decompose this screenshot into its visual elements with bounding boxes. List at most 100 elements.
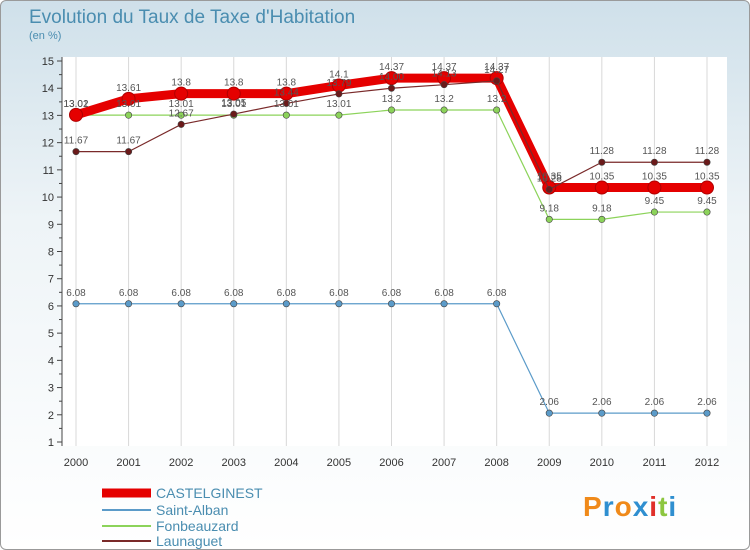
data-point: [598, 409, 606, 417]
data-label: 9.18: [592, 203, 612, 214]
data-point: [700, 180, 714, 195]
x-tick-label: 2012: [695, 457, 719, 469]
data-label: 11.67: [116, 136, 141, 147]
data-point: [177, 111, 185, 119]
data-label: 2.06: [645, 397, 665, 408]
x-tick-label: 2009: [537, 457, 561, 469]
y-tick-label: 2: [48, 410, 54, 422]
y-tick-label: 1: [48, 437, 54, 449]
data-label: 9.18: [540, 203, 560, 214]
data-point: [230, 110, 238, 118]
data-label: 11.28: [695, 146, 720, 157]
data-point: [226, 86, 241, 101]
data-point: [174, 86, 189, 101]
x-tick-label: 2005: [327, 457, 351, 469]
data-point: [440, 81, 448, 89]
data-point: [177, 120, 185, 128]
data-point: [650, 208, 658, 216]
data-label: 11.67: [64, 136, 89, 147]
data-point: [121, 91, 136, 106]
x-tick-label: 2006: [379, 457, 403, 469]
proxiti-logo: Proxiti: [583, 491, 677, 523]
data-label: 13.8: [224, 78, 244, 89]
data-label: 14.13: [432, 69, 457, 80]
data-label: 12.67: [169, 108, 194, 119]
y-tick-label: 6: [48, 301, 54, 313]
data-point: [384, 71, 399, 86]
data-label: 13.2: [382, 94, 402, 105]
data-label: 13.01: [63, 99, 88, 110]
data-point: [650, 409, 658, 417]
data-point: [69, 107, 83, 122]
data-point: [125, 111, 133, 119]
data-label: 2.06: [697, 397, 717, 408]
chart-title: Evolution du Taux de Taxe d'Habitation: [29, 7, 356, 28]
data-label: 10.28: [537, 173, 562, 184]
x-tick-label: 2000: [64, 457, 88, 469]
data-label: 13.01: [326, 99, 351, 110]
data-point: [598, 158, 606, 166]
y-tick-label: 12: [42, 138, 54, 150]
logo-letter: t: [658, 491, 669, 522]
data-label: 13.8: [277, 78, 297, 89]
legend-label: Saint-Alban: [156, 502, 228, 518]
data-label: 10.35: [537, 172, 562, 183]
y-tick-label: 13: [42, 110, 54, 122]
data-label: 6.08: [487, 288, 507, 299]
data-label: 14.1: [329, 69, 349, 80]
data-point: [230, 300, 238, 308]
logo-letter: i: [668, 491, 678, 522]
y-tick-label: 9: [48, 219, 54, 231]
legend-label: Launaguet: [156, 533, 222, 549]
data-point: [177, 300, 185, 308]
chart-subtitle: (en %): [29, 30, 62, 42]
data-label: 13.79: [326, 78, 351, 89]
data-point: [440, 106, 448, 114]
data-label: 11.28: [642, 146, 667, 157]
data-point: [335, 300, 343, 308]
y-tick-label: 3: [48, 383, 54, 395]
data-point: [125, 300, 133, 308]
data-point: [335, 90, 343, 98]
x-tick-label: 2003: [222, 457, 246, 469]
data-label: 9.45: [697, 196, 717, 207]
data-label: 10.35: [589, 172, 614, 183]
data-label: 13.61: [116, 83, 141, 94]
data-point: [703, 208, 711, 216]
data-label: 14.27: [484, 65, 509, 76]
x-tick-label: 2004: [274, 457, 298, 469]
data-label: 13.01: [221, 99, 246, 110]
data-label: 13.01: [274, 99, 299, 110]
data-label: 14.37: [379, 62, 404, 73]
logo-letter: r: [602, 491, 615, 522]
data-label: 13.01: [169, 99, 194, 110]
data-label: 10.35: [694, 172, 719, 183]
data-label: 13.44: [274, 87, 299, 98]
data-label: 6.08: [329, 288, 349, 299]
data-point: [387, 106, 395, 114]
y-tick-label: 14: [42, 83, 54, 95]
data-point: [387, 300, 395, 308]
data-label: 14.37: [484, 62, 509, 73]
y-tick-label: 7: [48, 274, 54, 286]
plot-area: [62, 57, 727, 446]
data-label: 9.45: [645, 196, 665, 207]
data-point: [545, 215, 553, 223]
data-label: 2.06: [592, 397, 612, 408]
y-tick-label: 4: [48, 355, 54, 367]
data-point: [594, 180, 609, 195]
data-label: 2.06: [540, 397, 560, 408]
data-label: 6.08: [382, 288, 402, 299]
x-tick-label: 2001: [116, 457, 140, 469]
data-label: 13.02: [63, 99, 88, 110]
data-label: 6.08: [171, 288, 191, 299]
x-tick-label: 2008: [484, 457, 508, 469]
data-point: [282, 111, 290, 119]
data-label: 6.08: [277, 288, 297, 299]
x-tick-label: 2002: [169, 457, 193, 469]
data-point: [72, 148, 80, 156]
data-point: [282, 99, 290, 107]
data-point: [598, 215, 606, 223]
